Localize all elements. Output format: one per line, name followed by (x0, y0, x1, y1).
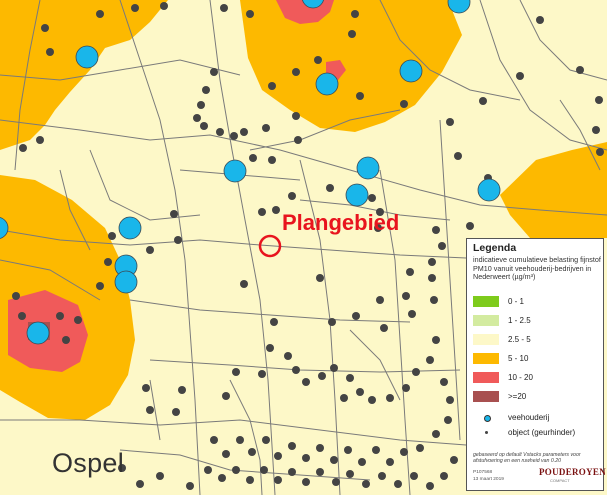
legend-class-row: 5 - 10 (473, 353, 601, 365)
livestock-farm-points (0, 0, 501, 345)
legend-swatch (473, 353, 499, 364)
legend-class-label: >=20 (508, 392, 527, 401)
legend-class-label: 2.5 - 5 (508, 335, 531, 344)
livestock-farm-icon (484, 415, 491, 422)
legend-class-row: 10 - 20 (473, 372, 601, 384)
legend-point-label: object (geurhinder) (508, 428, 576, 437)
legend-class-row: 0 - 1 (473, 296, 601, 308)
legend-swatch (473, 391, 499, 402)
legend-class-row: >=20 (473, 391, 601, 403)
legend-description: indicatieve cumulatieve belasting fijnst… (473, 255, 601, 282)
legend-swatch (473, 372, 499, 383)
place-label-ospel: Ospel (52, 448, 125, 478)
legend-point-row: object (geurhinder) (473, 427, 601, 438)
map-code: P107568 (473, 470, 493, 475)
plan-area-marker (258, 234, 282, 258)
legend-point-row: veehouderij (473, 412, 601, 423)
legend-class-label: 0 - 1 (508, 297, 525, 306)
company-logo-sub: COMPACT (550, 478, 570, 483)
legend-title: Legenda (473, 242, 517, 254)
legend-note: gebaseerd op default Vstacks parameters … (473, 452, 581, 464)
legend-swatch (473, 296, 499, 307)
legend-point-label: veehouderij (508, 413, 550, 422)
object-point-icon (485, 431, 488, 434)
legend-class-label: 1 - 2.5 (508, 316, 531, 325)
legend-class-row: 1 - 2.5 (473, 315, 601, 327)
legend-class-label: 5 - 10 (508, 354, 529, 363)
plan-area-label: Plangebied (282, 210, 400, 235)
legend-panel: Legenda indicatieve cumulatieve belastin… (466, 238, 607, 491)
zone-5-10 (0, 0, 607, 420)
map-date: 13 maart 2019 (473, 477, 504, 482)
legend-class-row: 2.5 - 5 (473, 334, 601, 346)
legend-swatch (473, 315, 499, 326)
object-points (12, 2, 604, 490)
legend-swatch (473, 334, 499, 345)
legend-class-label: 10 - 20 (508, 373, 533, 382)
company-logo: POUDEROYEN (539, 467, 607, 477)
